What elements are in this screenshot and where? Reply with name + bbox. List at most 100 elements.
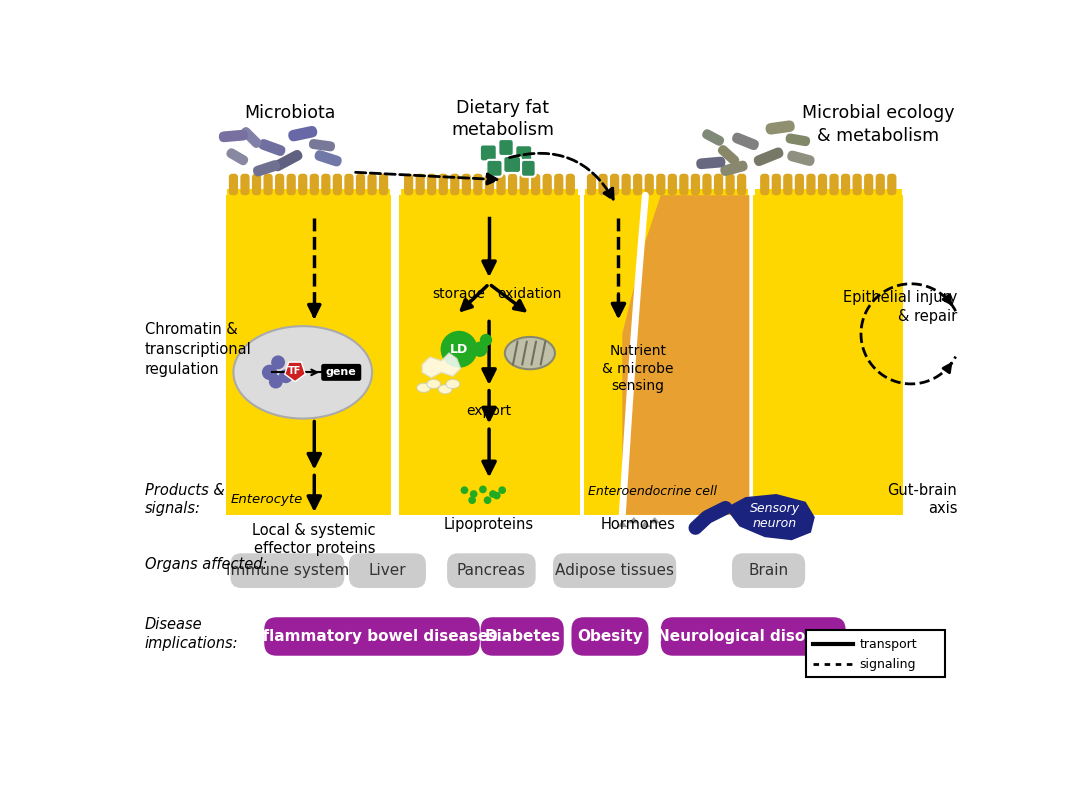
FancyBboxPatch shape	[520, 174, 528, 195]
FancyBboxPatch shape	[876, 174, 884, 195]
FancyBboxPatch shape	[656, 174, 665, 195]
FancyBboxPatch shape	[566, 174, 575, 195]
Text: Epithelial injury
& repair: Epithelial injury & repair	[843, 290, 958, 324]
Text: Products &
signals:: Products & signals:	[145, 483, 225, 516]
FancyBboxPatch shape	[275, 174, 284, 195]
FancyBboxPatch shape	[788, 151, 815, 166]
FancyBboxPatch shape	[718, 145, 739, 166]
FancyBboxPatch shape	[504, 156, 521, 173]
FancyBboxPatch shape	[486, 160, 502, 177]
FancyBboxPatch shape	[480, 144, 497, 162]
Text: export: export	[467, 404, 512, 418]
Text: signaling: signaling	[860, 657, 916, 671]
Text: TF: TF	[288, 366, 301, 376]
Circle shape	[461, 486, 468, 494]
FancyBboxPatch shape	[265, 617, 480, 656]
FancyBboxPatch shape	[645, 174, 654, 195]
Ellipse shape	[427, 379, 440, 389]
FancyBboxPatch shape	[218, 130, 249, 142]
Text: Lipoproteins: Lipoproteins	[444, 517, 534, 532]
FancyBboxPatch shape	[586, 174, 596, 195]
Text: Brain: Brain	[749, 563, 789, 578]
Text: Chromatin &
transcriptional
regulation: Chromatin & transcriptional regulation	[145, 322, 252, 377]
FancyBboxPatch shape	[679, 174, 689, 195]
FancyBboxPatch shape	[765, 121, 795, 135]
FancyBboxPatch shape	[521, 160, 536, 177]
FancyBboxPatch shape	[553, 554, 676, 588]
FancyBboxPatch shape	[288, 126, 317, 141]
FancyBboxPatch shape	[230, 554, 344, 588]
FancyBboxPatch shape	[462, 174, 471, 195]
FancyBboxPatch shape	[661, 617, 846, 656]
FancyBboxPatch shape	[427, 174, 437, 195]
FancyBboxPatch shape	[226, 148, 249, 165]
FancyBboxPatch shape	[864, 174, 874, 195]
Text: gene: gene	[326, 367, 356, 377]
Text: Diabetes: Diabetes	[484, 629, 561, 644]
Text: transport: transport	[860, 638, 917, 651]
FancyBboxPatch shape	[888, 174, 896, 195]
Circle shape	[279, 370, 293, 383]
Text: Pancreas: Pancreas	[457, 563, 526, 578]
FancyBboxPatch shape	[622, 174, 631, 195]
FancyBboxPatch shape	[818, 174, 827, 195]
Circle shape	[271, 355, 285, 370]
FancyBboxPatch shape	[229, 174, 238, 195]
Text: Sensory
neuron: Sensory neuron	[750, 502, 799, 531]
FancyBboxPatch shape	[252, 174, 261, 195]
Text: Enterocyte: Enterocyte	[231, 493, 303, 506]
FancyBboxPatch shape	[806, 630, 945, 677]
Polygon shape	[754, 189, 902, 197]
FancyBboxPatch shape	[356, 174, 365, 195]
FancyBboxPatch shape	[737, 174, 747, 195]
FancyBboxPatch shape	[322, 174, 330, 195]
Text: Immune system: Immune system	[226, 563, 349, 578]
FancyBboxPatch shape	[415, 174, 425, 195]
FancyBboxPatch shape	[703, 129, 724, 146]
Circle shape	[493, 492, 500, 500]
FancyBboxPatch shape	[367, 174, 377, 195]
FancyBboxPatch shape	[852, 174, 862, 195]
Circle shape	[470, 490, 478, 498]
FancyBboxPatch shape	[668, 174, 677, 195]
Text: Organs affected:: Organs affected:	[145, 557, 267, 573]
FancyBboxPatch shape	[240, 174, 250, 195]
FancyBboxPatch shape	[379, 174, 388, 195]
Text: Enteroendocrine cell: Enteroendocrine cell	[589, 485, 718, 498]
Polygon shape	[584, 195, 749, 515]
Text: Neurological disorders: Neurological disorders	[656, 629, 850, 644]
Text: Microbial ecology
& metabolism: Microbial ecology & metabolism	[802, 105, 954, 144]
Circle shape	[472, 342, 487, 357]
FancyBboxPatch shape	[830, 174, 838, 195]
FancyBboxPatch shape	[691, 174, 700, 195]
Text: Gut-brain
axis: Gut-brain axis	[888, 483, 958, 516]
Polygon shape	[753, 195, 904, 515]
FancyBboxPatch shape	[448, 554, 536, 588]
FancyBboxPatch shape	[760, 174, 769, 195]
Text: oxidation: oxidation	[498, 287, 562, 301]
FancyBboxPatch shape	[703, 174, 711, 195]
FancyBboxPatch shape	[720, 161, 748, 176]
Polygon shape	[640, 521, 651, 527]
FancyBboxPatch shape	[404, 174, 413, 195]
FancyBboxPatch shape	[241, 127, 261, 148]
Text: Microbiota: Microbiota	[244, 105, 336, 122]
FancyBboxPatch shape	[496, 174, 506, 195]
FancyBboxPatch shape	[542, 174, 552, 195]
FancyBboxPatch shape	[732, 132, 759, 150]
FancyBboxPatch shape	[344, 174, 354, 195]
Circle shape	[479, 485, 486, 493]
FancyBboxPatch shape	[633, 174, 642, 195]
Polygon shape	[400, 189, 579, 197]
Text: Adipose tissues: Adipose tissues	[555, 563, 674, 578]
Circle shape	[261, 365, 278, 380]
Circle shape	[269, 374, 283, 389]
FancyBboxPatch shape	[264, 174, 272, 195]
Polygon shape	[285, 362, 306, 381]
FancyBboxPatch shape	[272, 150, 302, 171]
Polygon shape	[622, 195, 749, 515]
Circle shape	[440, 331, 478, 368]
Text: Inflammatory bowel diseases: Inflammatory bowel diseases	[246, 629, 498, 644]
FancyBboxPatch shape	[485, 174, 494, 195]
FancyBboxPatch shape	[532, 174, 540, 195]
